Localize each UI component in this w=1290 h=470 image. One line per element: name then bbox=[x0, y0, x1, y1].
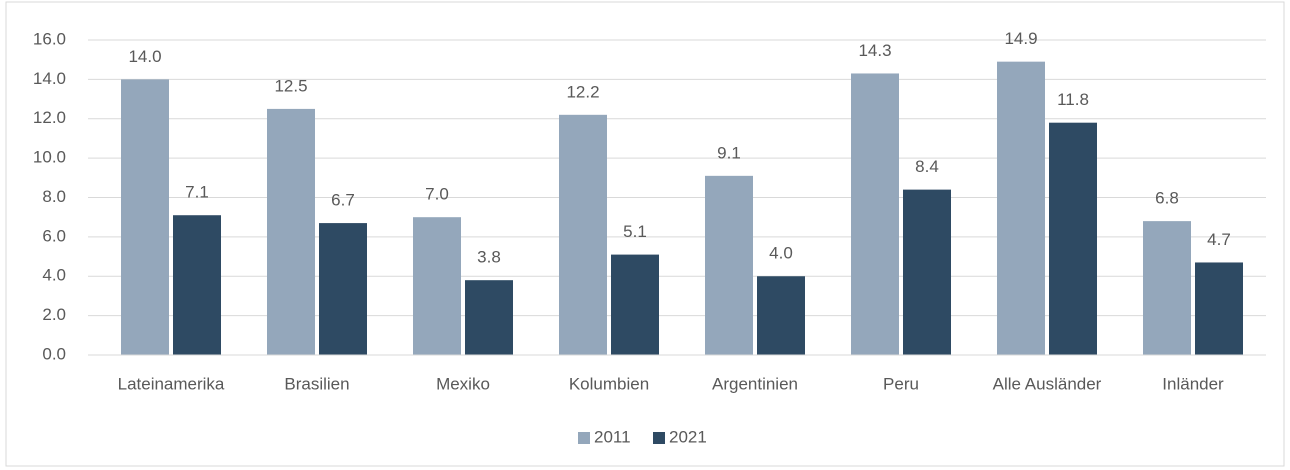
x-tick-label: Brasilien bbox=[284, 374, 349, 393]
y-tick-label: 16.0 bbox=[33, 29, 66, 48]
x-tick-label: Mexiko bbox=[436, 374, 490, 393]
data-label: 7.1 bbox=[185, 183, 209, 202]
data-label: 4.7 bbox=[1207, 230, 1231, 249]
bar bbox=[319, 223, 367, 355]
y-tick-label: 14.0 bbox=[33, 69, 66, 88]
legend-label: 2011 bbox=[594, 427, 631, 446]
y-tick-label: 2.0 bbox=[42, 305, 66, 324]
bar bbox=[1195, 262, 1243, 355]
x-tick-label: Lateinamerika bbox=[118, 374, 225, 393]
data-label: 9.1 bbox=[717, 143, 741, 162]
bar bbox=[465, 280, 513, 355]
legend-swatch bbox=[578, 432, 590, 444]
y-tick-label: 10.0 bbox=[33, 148, 66, 167]
bar bbox=[413, 217, 461, 355]
bar bbox=[1143, 221, 1191, 355]
data-label: 11.8 bbox=[1057, 90, 1089, 109]
data-label: 12.5 bbox=[274, 76, 307, 95]
bar bbox=[173, 215, 221, 355]
y-tick-label: 4.0 bbox=[42, 266, 66, 285]
x-tick-label: Peru bbox=[883, 374, 919, 393]
y-tick-label: 8.0 bbox=[42, 187, 66, 206]
data-label: 8.4 bbox=[915, 157, 939, 176]
bar bbox=[1049, 122, 1097, 355]
data-label: 14.9 bbox=[1004, 29, 1037, 48]
x-tick-label: Alle Ausländer bbox=[993, 374, 1102, 393]
legend-swatch bbox=[653, 432, 665, 444]
bar bbox=[757, 276, 805, 355]
data-label: 6.8 bbox=[1155, 189, 1179, 208]
y-tick-label: 6.0 bbox=[42, 226, 66, 245]
y-tick-label: 12.0 bbox=[33, 108, 66, 127]
legend-label: 2021 bbox=[669, 427, 707, 446]
data-label: 7.0 bbox=[425, 185, 449, 204]
y-tick-label: 0.0 bbox=[42, 344, 66, 363]
x-tick-label: Kolumbien bbox=[569, 374, 649, 393]
bar bbox=[903, 189, 951, 355]
data-label: 4.0 bbox=[769, 244, 793, 263]
data-label: 14.3 bbox=[858, 41, 891, 60]
data-label: 14.0 bbox=[128, 47, 161, 66]
data-label: 6.7 bbox=[331, 191, 355, 210]
bar bbox=[611, 254, 659, 355]
bar bbox=[121, 79, 169, 355]
data-label: 5.1 bbox=[623, 222, 647, 241]
bar bbox=[851, 73, 899, 355]
x-tick-label: Argentinien bbox=[712, 374, 798, 393]
data-label: 12.2 bbox=[566, 82, 599, 101]
bar bbox=[559, 114, 607, 355]
bar bbox=[705, 175, 753, 355]
bar bbox=[997, 61, 1045, 355]
x-tick-label: Inländer bbox=[1162, 374, 1224, 393]
data-label: 3.8 bbox=[477, 248, 501, 267]
bar bbox=[267, 108, 315, 355]
